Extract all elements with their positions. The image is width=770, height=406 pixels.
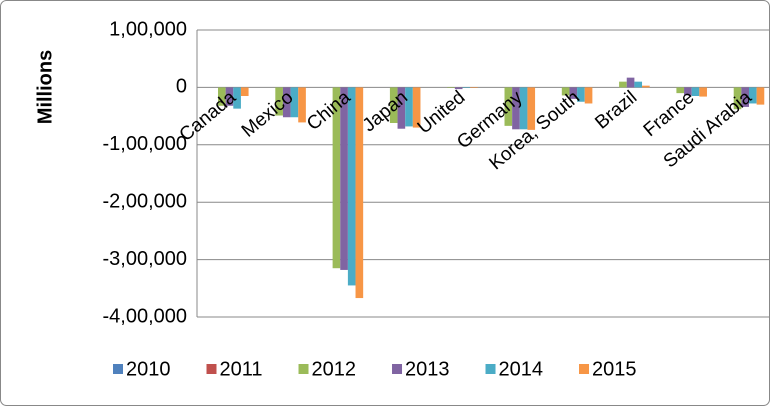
bar (634, 81, 643, 88)
bar (462, 87, 471, 88)
bar (684, 87, 692, 96)
legend-label: 2015 (592, 358, 637, 380)
bar (225, 87, 234, 106)
y-axis-label: Millions (34, 50, 56, 124)
bar (691, 87, 700, 97)
bar (642, 85, 650, 88)
bar (519, 87, 528, 130)
bar (733, 87, 742, 110)
y-tick-label: -2,00,000 (102, 190, 187, 212)
y-tick-label: -3,00,000 (102, 248, 187, 270)
bar (756, 87, 765, 105)
bar (454, 87, 463, 90)
legend-label: 2011 (220, 358, 263, 380)
legend-swatch (113, 364, 123, 374)
bar (397, 87, 406, 129)
legend-swatch (579, 364, 590, 374)
y-tick-label: 0 (176, 76, 187, 98)
bar (240, 87, 249, 97)
bar (282, 87, 291, 118)
bar (470, 87, 478, 88)
bar (584, 87, 593, 104)
bar (412, 87, 421, 128)
bar (577, 87, 585, 102)
legend-label: 2010 (126, 358, 171, 380)
bar (527, 87, 536, 130)
bar (619, 81, 627, 88)
legend-label: 2013 (405, 358, 450, 380)
bar (290, 87, 299, 118)
bar (389, 87, 398, 123)
bar (298, 87, 306, 123)
bar (355, 87, 364, 299)
y-tick-label: -4,00,000 (102, 305, 187, 327)
bar (405, 87, 413, 127)
bar (748, 87, 757, 104)
bar (504, 87, 513, 126)
bar (218, 87, 226, 106)
legend-label: 2014 (499, 358, 544, 380)
bar (233, 87, 241, 109)
bar (569, 87, 578, 99)
bar (699, 87, 707, 97)
bar (347, 87, 356, 286)
bar (332, 87, 341, 269)
legend-label: 2012 (312, 358, 357, 380)
legend-swatch (485, 364, 496, 374)
bar (275, 87, 283, 116)
bar (741, 87, 749, 107)
y-tick-label: -1,00,000 (102, 133, 187, 155)
bar (676, 87, 685, 94)
bar (561, 87, 570, 96)
bar (447, 87, 455, 88)
legend-swatch (298, 364, 309, 374)
bar (626, 77, 635, 88)
legend-swatch (206, 364, 217, 374)
legend-swatch (392, 364, 403, 374)
bar (340, 87, 348, 270)
y-tick-label: 1,00,000 (109, 18, 187, 40)
bar (512, 87, 520, 130)
